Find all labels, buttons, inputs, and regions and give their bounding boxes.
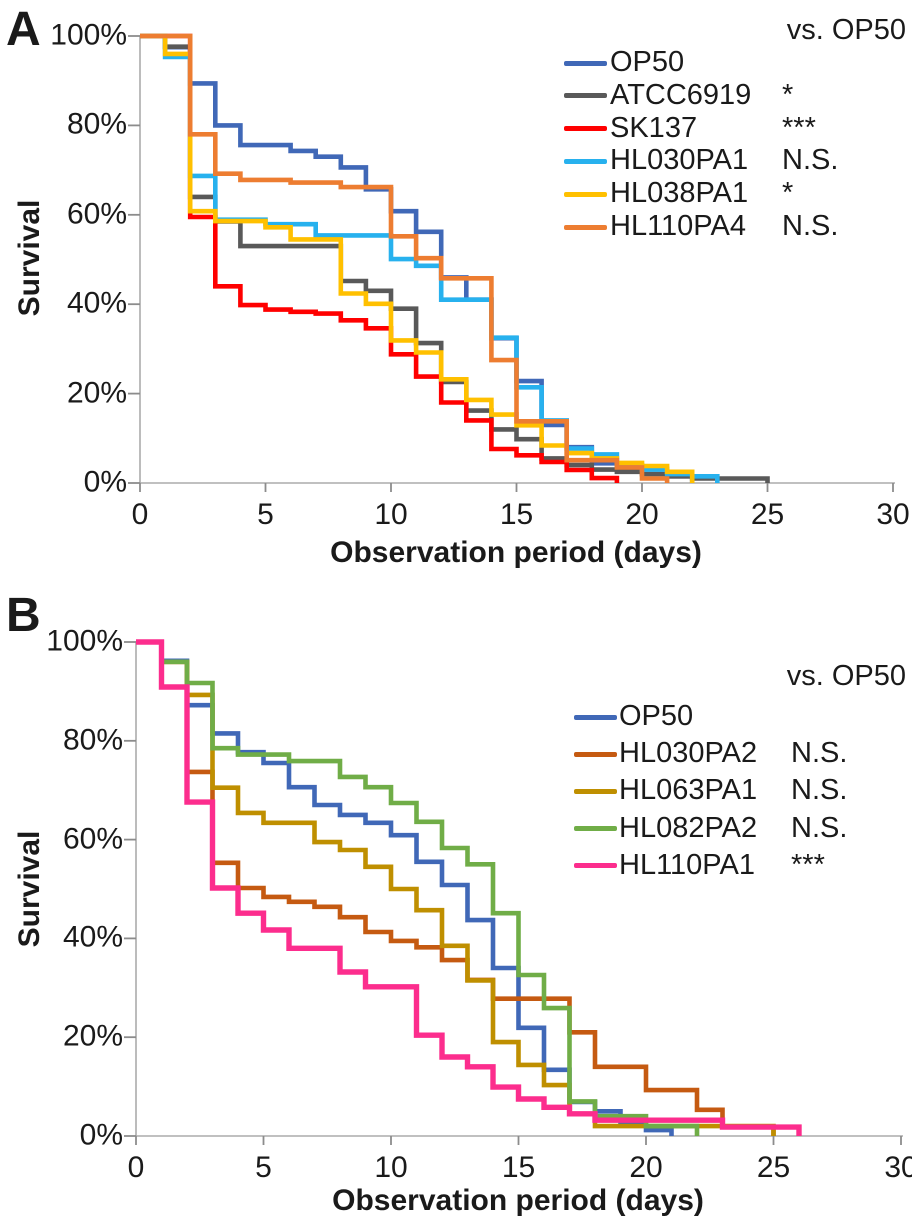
legend-label-HL030PA1: HL030PA1 (610, 144, 749, 177)
legend-label-ATCC6919: ATCC6919 (610, 78, 752, 111)
legend-label-HL030PA2: HL030PA2 (619, 737, 758, 770)
y-tick-label: 40% (62, 920, 123, 954)
x-axis-title-b: Observation period (days) (332, 1184, 704, 1217)
y-tick-label: 20% (62, 1019, 123, 1053)
y-tick-label: 60% (66, 197, 127, 231)
significance-SK137: *** (782, 111, 816, 144)
x-tick-label: 20 (625, 498, 659, 531)
significance-HL063PA1: N.S. (791, 774, 848, 807)
significance-HL082PA2: N.S. (791, 811, 848, 844)
x-tick-label: 30 (876, 498, 910, 531)
y-tick-label: 100% (46, 624, 123, 658)
significance-HL110PA1: *** (791, 848, 825, 881)
survival-curve-HL110PA1 (136, 639, 802, 1136)
x-tick-label: 25 (756, 1151, 791, 1184)
legend-line-HL063PA1 (574, 788, 617, 794)
y-tick-label: 20% (66, 375, 127, 409)
axis-lines (135, 642, 903, 1137)
x-tick-label: 30 (884, 1151, 912, 1184)
panel-a-letter: A (6, 3, 41, 56)
x-tick-label: 0 (127, 1151, 145, 1184)
legend-line-HL082PA2 (574, 826, 617, 832)
x-tick-label: 25 (750, 498, 785, 531)
y-axis-title-a: Survival (13, 199, 46, 317)
legend-line-HL030PA2 (574, 751, 617, 757)
x-tick-label: 15 (499, 498, 534, 531)
comparison-header-b: vs. OP50 (786, 660, 906, 692)
legend-line-OP50 (574, 714, 617, 720)
survival-curve-HL110PA4 (140, 33, 670, 483)
x-axis-title-a: Observation period (days) (330, 536, 702, 569)
y-tick-label: 0% (83, 465, 127, 499)
y-tick-label: 80% (62, 723, 123, 757)
legend-label-OP50: OP50 (610, 45, 685, 78)
legend-label-HL038PA1: HL038PA1 (610, 177, 749, 210)
significance-HL030PA1: N.S. (782, 144, 839, 177)
legend-label-HL082PA2: HL082PA2 (619, 811, 758, 844)
y-tick-label: 100% (50, 18, 127, 52)
x-tick-label: 10 (374, 498, 408, 531)
y-axis-title-b: Survival (13, 830, 46, 948)
legend-line-HL030PA1 (564, 158, 607, 164)
significance-ATCC6919: * (782, 78, 794, 111)
x-tick-label: 10 (374, 1151, 408, 1184)
significance-HL110PA4: N.S. (782, 209, 839, 242)
legend-label-HL110PA4: HL110PA4 (610, 209, 746, 242)
legend-line-SK137 (564, 126, 607, 132)
legend-line-HL110PA4 (564, 224, 607, 230)
x-tick-label: 20 (629, 1151, 663, 1184)
legend-label-HL110PA1: HL110PA1 (619, 848, 755, 881)
x-tick-label: 15 (501, 1151, 536, 1184)
legend-line-ATCC6919 (564, 93, 607, 99)
legend-line-HL038PA1 (564, 191, 607, 197)
y-tick-label: 40% (66, 286, 127, 320)
x-tick-label: 5 (257, 498, 274, 531)
y-tick-label: 60% (62, 821, 123, 855)
significance-HL030PA2: N.S. (791, 737, 848, 770)
legend-line-OP50 (564, 60, 607, 66)
significance-HL038PA1: * (782, 177, 794, 210)
comparison-header-a: vs. OP50 (786, 14, 906, 46)
x-tick-label: 0 (131, 498, 149, 531)
y-tick-label: 0% (79, 1118, 123, 1152)
x-tick-label: 5 (255, 1151, 272, 1184)
legend-label-SK137: SK137 (610, 111, 698, 144)
legend-line-HL110PA1 (574, 863, 617, 869)
y-tick-label: 80% (66, 107, 127, 141)
legend-label-OP50: OP50 (619, 699, 694, 732)
survival-curve-SK137 (140, 33, 620, 483)
panel-b-letter: B (6, 589, 41, 642)
legend-label-HL063PA1: HL063PA1 (619, 774, 758, 807)
